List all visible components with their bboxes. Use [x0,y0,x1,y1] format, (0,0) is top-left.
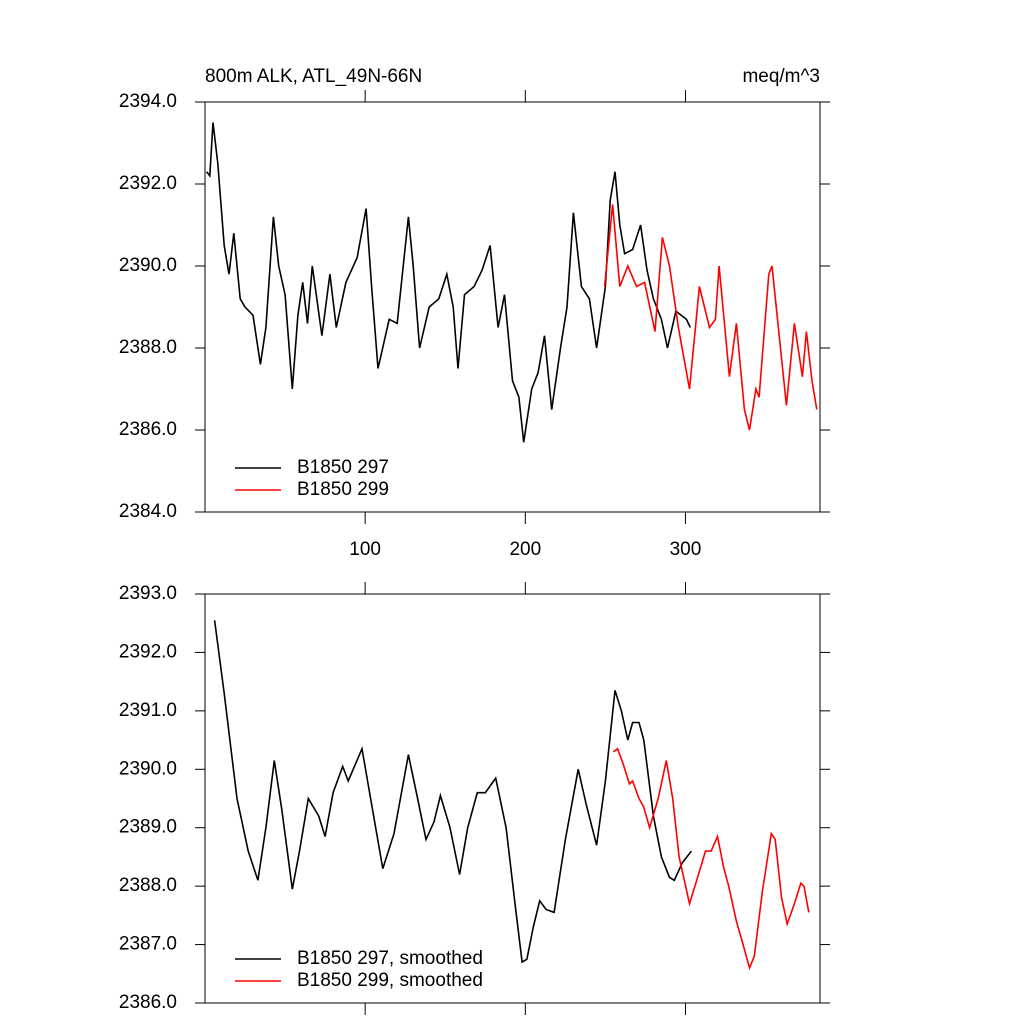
y-tick-label: 2387.0 [119,934,177,955]
y-tick-label: 2390.0 [119,255,177,276]
y-tick-label: 2394.0 [119,91,177,112]
y-tick-label: 2384.0 [119,501,177,522]
y-tick-label: 2391.0 [119,700,177,721]
plot-frame [204,593,821,1004]
x-tick-label: 100 [349,539,381,560]
y-tick-label: 2388.0 [119,875,177,896]
y-tick-label: 2389.0 [119,817,177,838]
units-label: meq/m^3 [742,66,820,87]
legend-label: B1850 299, smoothed [297,970,483,991]
data-line [205,122,692,443]
legend-label: B1850 299 [297,479,389,500]
y-tick-label: 2386.0 [119,419,177,440]
legend-label: B1850 297, smoothed [297,948,483,969]
y-tick-label: 2392.0 [119,641,177,662]
plot-frame [204,101,821,513]
data-line [603,204,818,431]
y-tick-label: 2388.0 [119,337,177,358]
legend-label: B1850 297 [297,457,389,478]
data-line [213,620,693,964]
y-tick-label: 2392.0 [119,173,177,194]
x-tick-label: 200 [509,539,541,560]
chart-title: 800m ALK, ATL_49N-66N [205,66,422,87]
x-tick-label: 300 [670,539,702,560]
y-tick-label: 2386.0 [119,992,177,1013]
data-line [612,747,810,971]
y-tick-label: 2390.0 [119,758,177,779]
y-tick-label: 2393.0 [119,583,177,604]
